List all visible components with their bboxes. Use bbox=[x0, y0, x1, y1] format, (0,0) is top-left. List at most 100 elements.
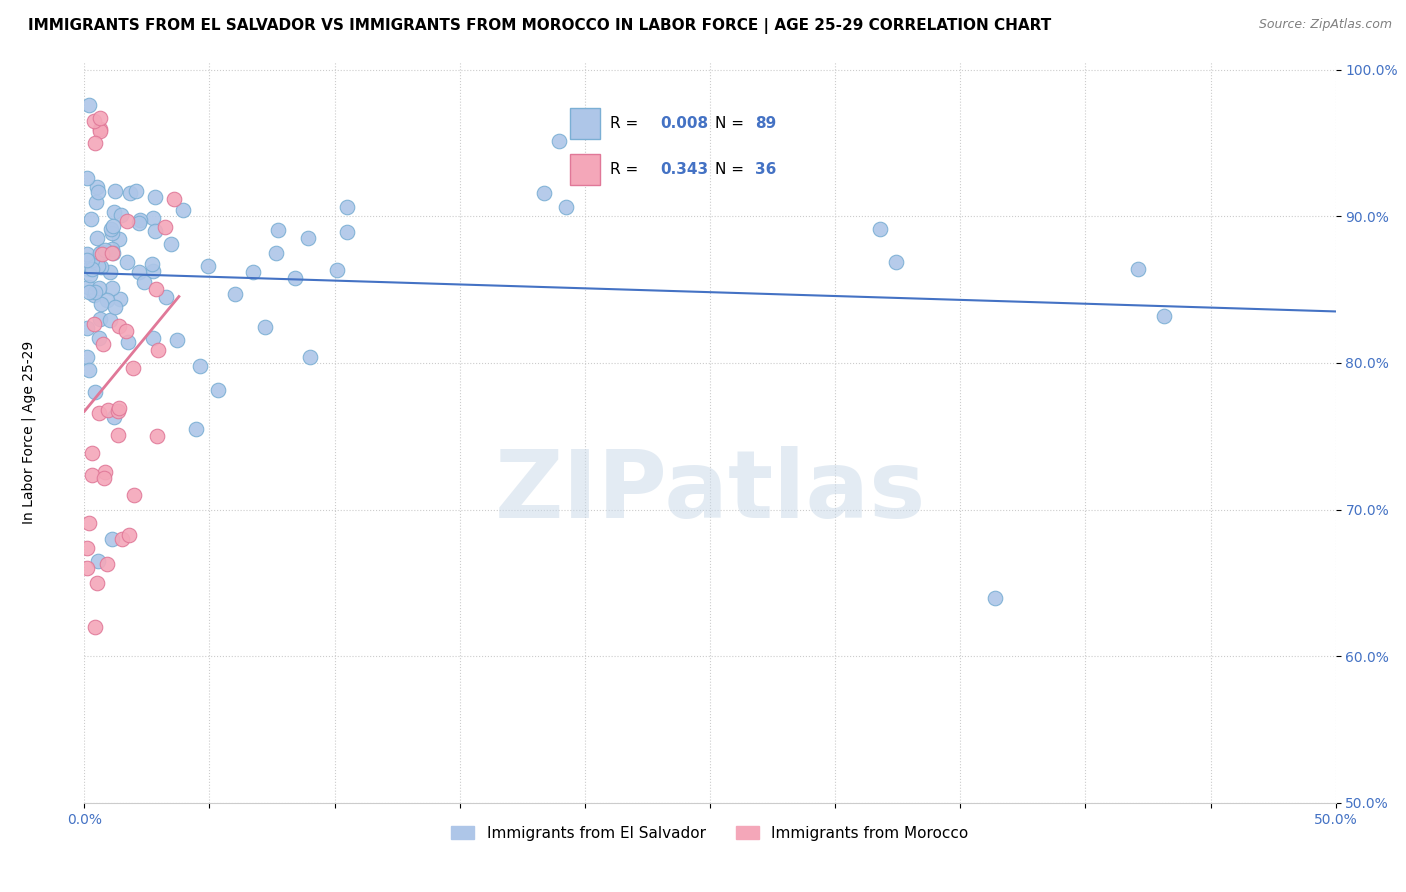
Point bbox=[188, 359, 211, 373]
Point bbox=[1153, 310, 1175, 324]
Point bbox=[87, 259, 110, 273]
Point bbox=[76, 253, 98, 268]
Point bbox=[94, 465, 117, 479]
Point bbox=[89, 331, 111, 345]
Point bbox=[117, 334, 139, 349]
Point bbox=[548, 134, 571, 148]
Point bbox=[91, 245, 114, 260]
Point bbox=[336, 225, 359, 239]
Point bbox=[983, 591, 1005, 605]
Point bbox=[128, 216, 150, 230]
Point bbox=[142, 211, 165, 225]
Point bbox=[128, 265, 150, 279]
Point bbox=[107, 232, 129, 246]
Point bbox=[90, 296, 112, 310]
Point bbox=[115, 324, 138, 338]
Point bbox=[124, 488, 146, 502]
Point bbox=[89, 124, 111, 138]
Point bbox=[87, 554, 110, 568]
Point bbox=[104, 184, 127, 198]
Point bbox=[142, 331, 165, 345]
Point bbox=[77, 285, 100, 299]
Point bbox=[186, 422, 208, 436]
Point bbox=[107, 318, 129, 333]
Point bbox=[91, 246, 114, 260]
Point bbox=[76, 171, 98, 186]
Point bbox=[87, 406, 110, 420]
Point bbox=[80, 445, 103, 459]
Point bbox=[77, 97, 100, 112]
Point bbox=[83, 317, 105, 331]
Point bbox=[242, 264, 264, 278]
Point bbox=[80, 253, 103, 268]
Point bbox=[122, 360, 145, 375]
Point bbox=[87, 185, 110, 199]
Point bbox=[86, 231, 108, 245]
Point bbox=[284, 271, 307, 285]
Point bbox=[90, 260, 112, 274]
Point bbox=[163, 192, 186, 206]
Point bbox=[76, 280, 98, 294]
Text: ZIPatlas: ZIPatlas bbox=[495, 446, 925, 538]
Point bbox=[107, 404, 129, 418]
Point bbox=[96, 557, 118, 571]
Point bbox=[207, 384, 229, 398]
Point bbox=[197, 259, 219, 273]
Point bbox=[86, 575, 108, 590]
Point bbox=[869, 221, 891, 235]
Point bbox=[111, 532, 134, 546]
Point bbox=[84, 195, 107, 210]
Point bbox=[153, 219, 176, 234]
Point bbox=[101, 245, 124, 260]
Point bbox=[83, 136, 105, 151]
Point bbox=[76, 350, 98, 364]
Point bbox=[103, 219, 125, 233]
Point bbox=[103, 410, 125, 425]
Point bbox=[84, 285, 107, 299]
Point bbox=[87, 281, 110, 295]
Point bbox=[172, 203, 194, 218]
Point bbox=[115, 255, 138, 269]
Point bbox=[160, 236, 183, 251]
Point bbox=[267, 223, 290, 237]
Point bbox=[79, 268, 101, 282]
Point bbox=[80, 262, 103, 277]
Text: Source: ZipAtlas.com: Source: ZipAtlas.com bbox=[1258, 18, 1392, 31]
Point bbox=[89, 112, 111, 126]
Point bbox=[142, 263, 165, 277]
Point bbox=[89, 245, 111, 260]
Point bbox=[101, 242, 124, 256]
Point bbox=[108, 292, 131, 306]
Y-axis label: In Labor Force | Age 25-29: In Labor Force | Age 25-29 bbox=[21, 341, 35, 524]
Point bbox=[224, 286, 246, 301]
Point bbox=[117, 214, 139, 228]
Point bbox=[76, 320, 98, 334]
Point bbox=[103, 245, 125, 260]
Point bbox=[143, 190, 166, 204]
Point bbox=[83, 114, 105, 128]
Point bbox=[96, 293, 118, 308]
Point bbox=[1128, 261, 1150, 276]
Point bbox=[132, 275, 155, 289]
Point bbox=[83, 620, 105, 634]
Point bbox=[110, 208, 132, 222]
Point bbox=[326, 263, 349, 277]
Point bbox=[76, 247, 98, 261]
Point bbox=[98, 265, 121, 279]
Point bbox=[107, 401, 129, 416]
Point bbox=[264, 246, 287, 260]
Point bbox=[89, 122, 111, 136]
Point bbox=[80, 212, 103, 227]
Point bbox=[100, 532, 122, 546]
Point bbox=[554, 200, 576, 214]
Point bbox=[155, 290, 177, 304]
Point bbox=[98, 312, 121, 326]
Point bbox=[145, 224, 167, 238]
Legend: Immigrants from El Salvador, Immigrants from Morocco: Immigrants from El Salvador, Immigrants … bbox=[446, 820, 974, 847]
Point bbox=[93, 243, 115, 257]
Point bbox=[141, 257, 163, 271]
Point bbox=[103, 205, 125, 219]
Point bbox=[82, 468, 104, 483]
Point bbox=[100, 226, 122, 240]
Point bbox=[145, 428, 167, 442]
